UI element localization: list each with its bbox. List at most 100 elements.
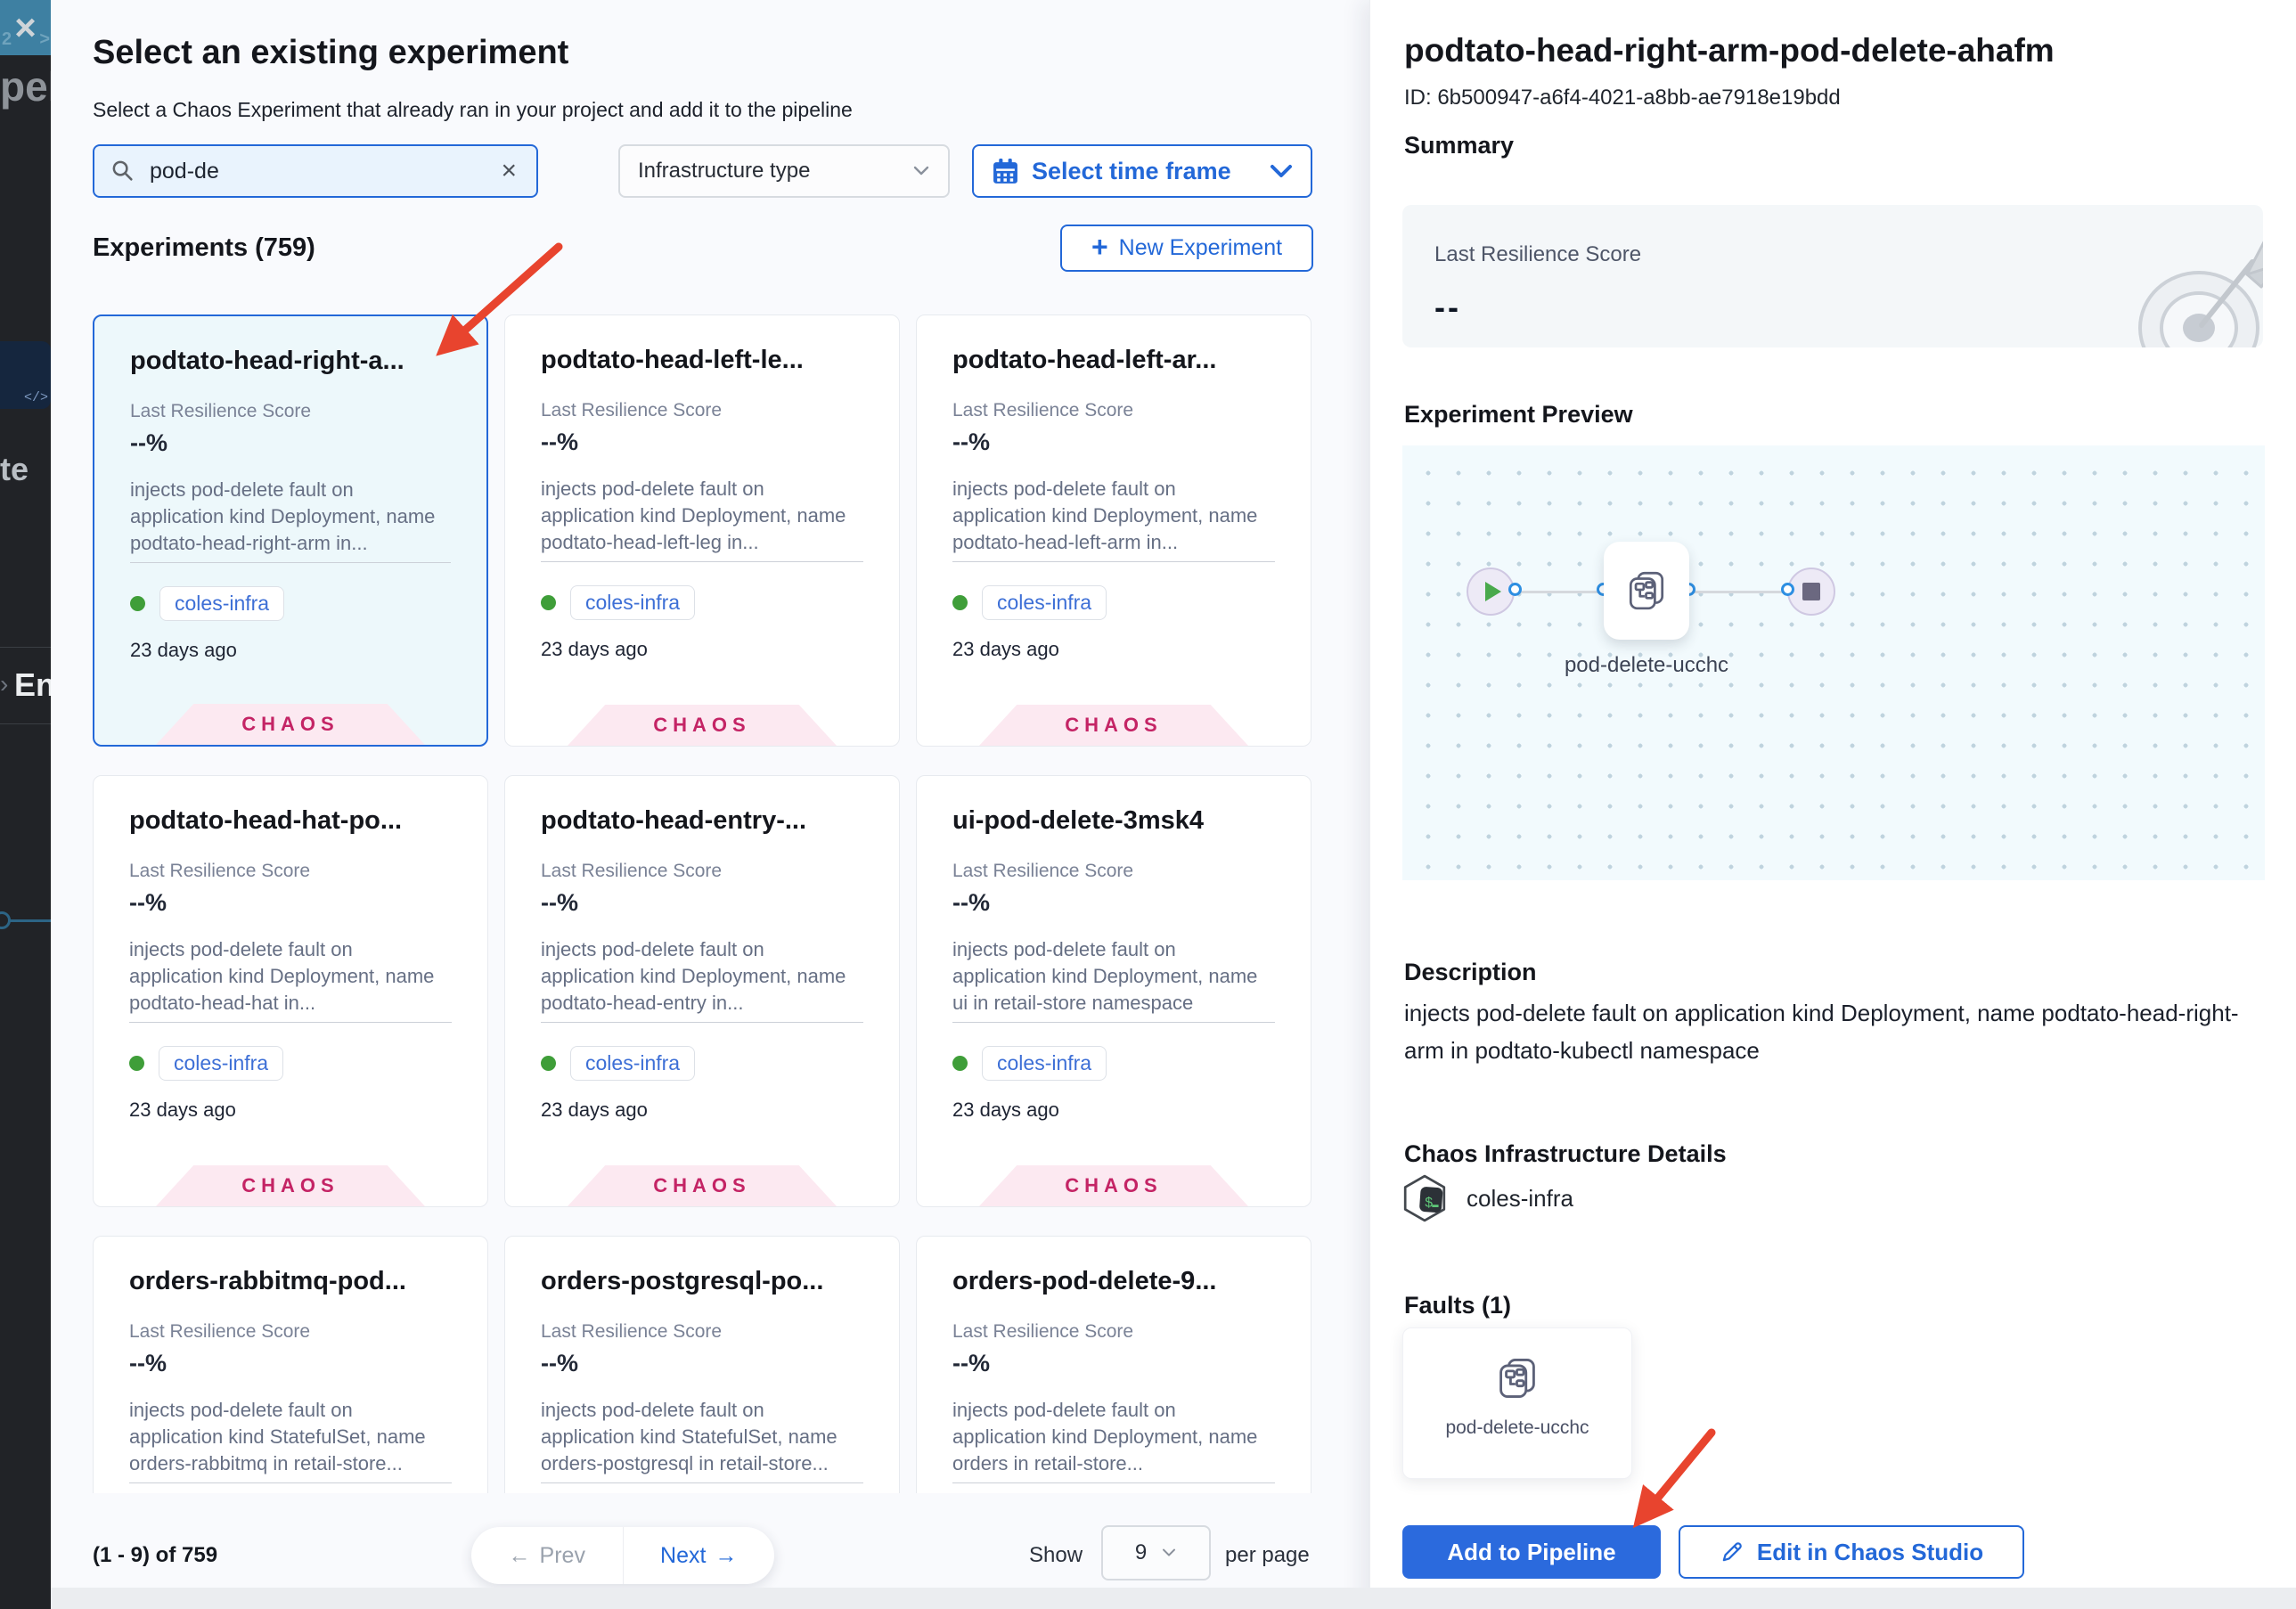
infra-tag[interactable]: coles-infra	[570, 1046, 696, 1081]
time-ago: 23 days ago	[541, 1099, 648, 1121]
add-to-pipeline-label: Add to Pipeline	[1447, 1538, 1616, 1565]
svg-text:$: $	[1425, 1195, 1433, 1211]
experiment-description: injects pod-delete fault on application …	[130, 477, 451, 563]
experiment-card-title: orders-rabbitmq-pod...	[129, 1267, 406, 1295]
score-label: Last Resilience Score	[541, 861, 723, 881]
search-icon	[112, 160, 133, 181]
experiment-card[interactable]: podtato-head-left-ar... Last Resilience …	[916, 314, 1311, 747]
next-label: Next	[660, 1542, 707, 1568]
experiment-card[interactable]: orders-pod-delete-9... Last Resilience S…	[916, 1236, 1311, 1493]
score-label: Last Resilience Score	[130, 401, 312, 421]
new-experiment-label: New Experiment	[1118, 235, 1283, 260]
status-dot	[952, 595, 968, 610]
infra-tag[interactable]: coles-infra	[982, 585, 1107, 620]
time-ago: 23 days ago	[952, 638, 1059, 660]
chevron-down-icon	[913, 166, 929, 176]
chevron-right-icon: ›	[0, 670, 9, 698]
time-ago: 23 days ago	[130, 639, 237, 661]
show-label: Show	[1029, 1543, 1083, 1567]
experiment-card[interactable]: ui-pod-delete-3msk4 Last Resilience Scor…	[916, 775, 1311, 1207]
status-dot	[952, 1056, 968, 1071]
experiment-card-grid: podtato-head-right-a... Last Resilience …	[93, 314, 1311, 1493]
background-text-fragment: te	[0, 451, 29, 487]
background-text-fragment: 2	[2, 29, 12, 49]
pod-delete-icon	[1629, 571, 1664, 610]
score-label: Last Resilience Score	[1434, 242, 1642, 266]
code-icon: </>	[23, 390, 48, 405]
experiment-card[interactable]: podtato-head-hat-po... Last Resilience S…	[93, 775, 488, 1207]
pager: ← Prev Next →	[471, 1527, 774, 1584]
fault-node[interactable]	[1604, 542, 1689, 640]
modal-subtitle: Select a Chaos Experiment that already r…	[93, 98, 853, 121]
score-value: --%	[129, 889, 167, 916]
score-value: --%	[952, 1350, 990, 1376]
experiment-title: podtato-head-right-arm-pod-delete-ahafm	[1404, 32, 2055, 69]
infrastructure-type-label: Infrastructure type	[638, 159, 811, 183]
experiment-description: injects pod-delete fault on application …	[541, 1397, 863, 1483]
score-value: --%	[541, 1350, 578, 1376]
page-size-select[interactable]: 9	[1101, 1525, 1211, 1580]
infra-tag[interactable]: coles-infra	[159, 1046, 284, 1081]
search-input[interactable]	[148, 157, 498, 185]
experiment-card[interactable]: podtato-head-entry-... Last Resilience S…	[504, 775, 900, 1207]
edit-in-chaos-studio-button[interactable]: Edit in Chaos Studio	[1679, 1525, 2024, 1579]
pod-delete-icon	[1499, 1359, 1535, 1398]
experiment-card[interactable]: orders-postgresql-po... Last Resilience …	[504, 1236, 900, 1493]
experiment-description: injects pod-delete fault on application …	[129, 1397, 452, 1483]
infra-tag[interactable]: coles-infra	[159, 586, 285, 621]
close-icon: ×	[14, 6, 37, 48]
time-ago: 23 days ago	[541, 638, 648, 660]
experiment-description: injects pod-delete fault on application …	[952, 936, 1275, 1023]
background-heading-fragment: peli	[0, 63, 51, 110]
experiment-card-selected[interactable]: podtato-head-right-a... Last Resilience …	[93, 314, 488, 747]
background-text-fragment: En	[14, 666, 51, 703]
add-to-pipeline-button[interactable]: Add to Pipeline	[1402, 1525, 1661, 1579]
pipeline-start-node[interactable]	[1467, 568, 1515, 616]
prev-page-button[interactable]: ← Prev	[471, 1527, 624, 1584]
next-page-button[interactable]: Next →	[624, 1527, 775, 1584]
prev-label: Prev	[539, 1542, 585, 1568]
infra-tag[interactable]: coles-infra	[982, 1046, 1107, 1081]
chevron-down-icon	[1271, 164, 1292, 177]
page-size-value: 9	[1134, 1540, 1148, 1564]
experiment-preview-canvas[interactable]: pod-delete-ucchc	[1402, 445, 2265, 880]
fault-card[interactable]: pod-delete-ucchc	[1402, 1327, 1632, 1479]
infrastructure-row: $ coles-infra	[1402, 1174, 1573, 1222]
select-time-frame-button[interactable]: Select time frame	[972, 144, 1312, 198]
experiment-id: ID: 6b500947-a6f4-4021-a8bb-ae7918e19bdd	[1404, 86, 1841, 110]
new-experiment-button[interactable]: + New Experiment	[1060, 225, 1313, 272]
faults-heading: Faults (1)	[1404, 1292, 1512, 1319]
experiment-card-title: podtato-head-left-le...	[541, 346, 804, 374]
close-modal-button[interactable]: 2 × >	[0, 0, 51, 55]
pipeline-end-node[interactable]	[1787, 568, 1835, 616]
stop-icon	[1802, 583, 1820, 600]
pipeline-connector	[1515, 591, 1606, 593]
experiment-list-section: Select an existing experiment Select a C…	[51, 0, 1369, 1609]
experiment-card[interactable]: orders-rabbitmq-pod... Last Resilience S…	[93, 1236, 488, 1493]
experiment-description: injects pod-delete fault on application …	[952, 476, 1275, 562]
experiment-description: injects pod-delete fault on application …	[541, 936, 863, 1023]
modal-title: Select an existing experiment	[93, 34, 569, 71]
clear-search-icon[interactable]: ×	[501, 156, 517, 185]
chaos-infrastructure-icon: $	[1403, 1174, 1446, 1222]
experiment-card-title: ui-pod-delete-3msk4	[952, 806, 1204, 835]
score-label: Last Resilience Score	[129, 861, 311, 881]
experiment-card-title: podtato-head-hat-po...	[129, 806, 403, 835]
experiment-card[interactable]: podtato-head-left-le... Last Resilience …	[504, 314, 900, 747]
status-dot	[541, 595, 556, 610]
background-text-fragment: >	[39, 29, 50, 49]
infrastructure-type-select[interactable]: Infrastructure type	[618, 144, 950, 198]
pipeline-connector	[1689, 591, 1789, 593]
status-dot	[130, 596, 145, 611]
infrastructure-name: coles-infra	[1467, 1184, 1573, 1212]
description-heading: Description	[1404, 959, 1537, 985]
time-frame-label: Select time frame	[1032, 157, 1231, 184]
search-field[interactable]: ×	[93, 144, 538, 198]
connector-port	[1508, 583, 1522, 596]
infra-tag[interactable]: coles-infra	[570, 585, 696, 620]
summary-heading: Summary	[1404, 132, 1515, 159]
score-label: Last Resilience Score	[952, 1321, 1134, 1342]
experiment-card-title: orders-pod-delete-9...	[952, 1267, 1217, 1295]
fault-name: pod-delete-ucchc	[1445, 1417, 1589, 1438]
